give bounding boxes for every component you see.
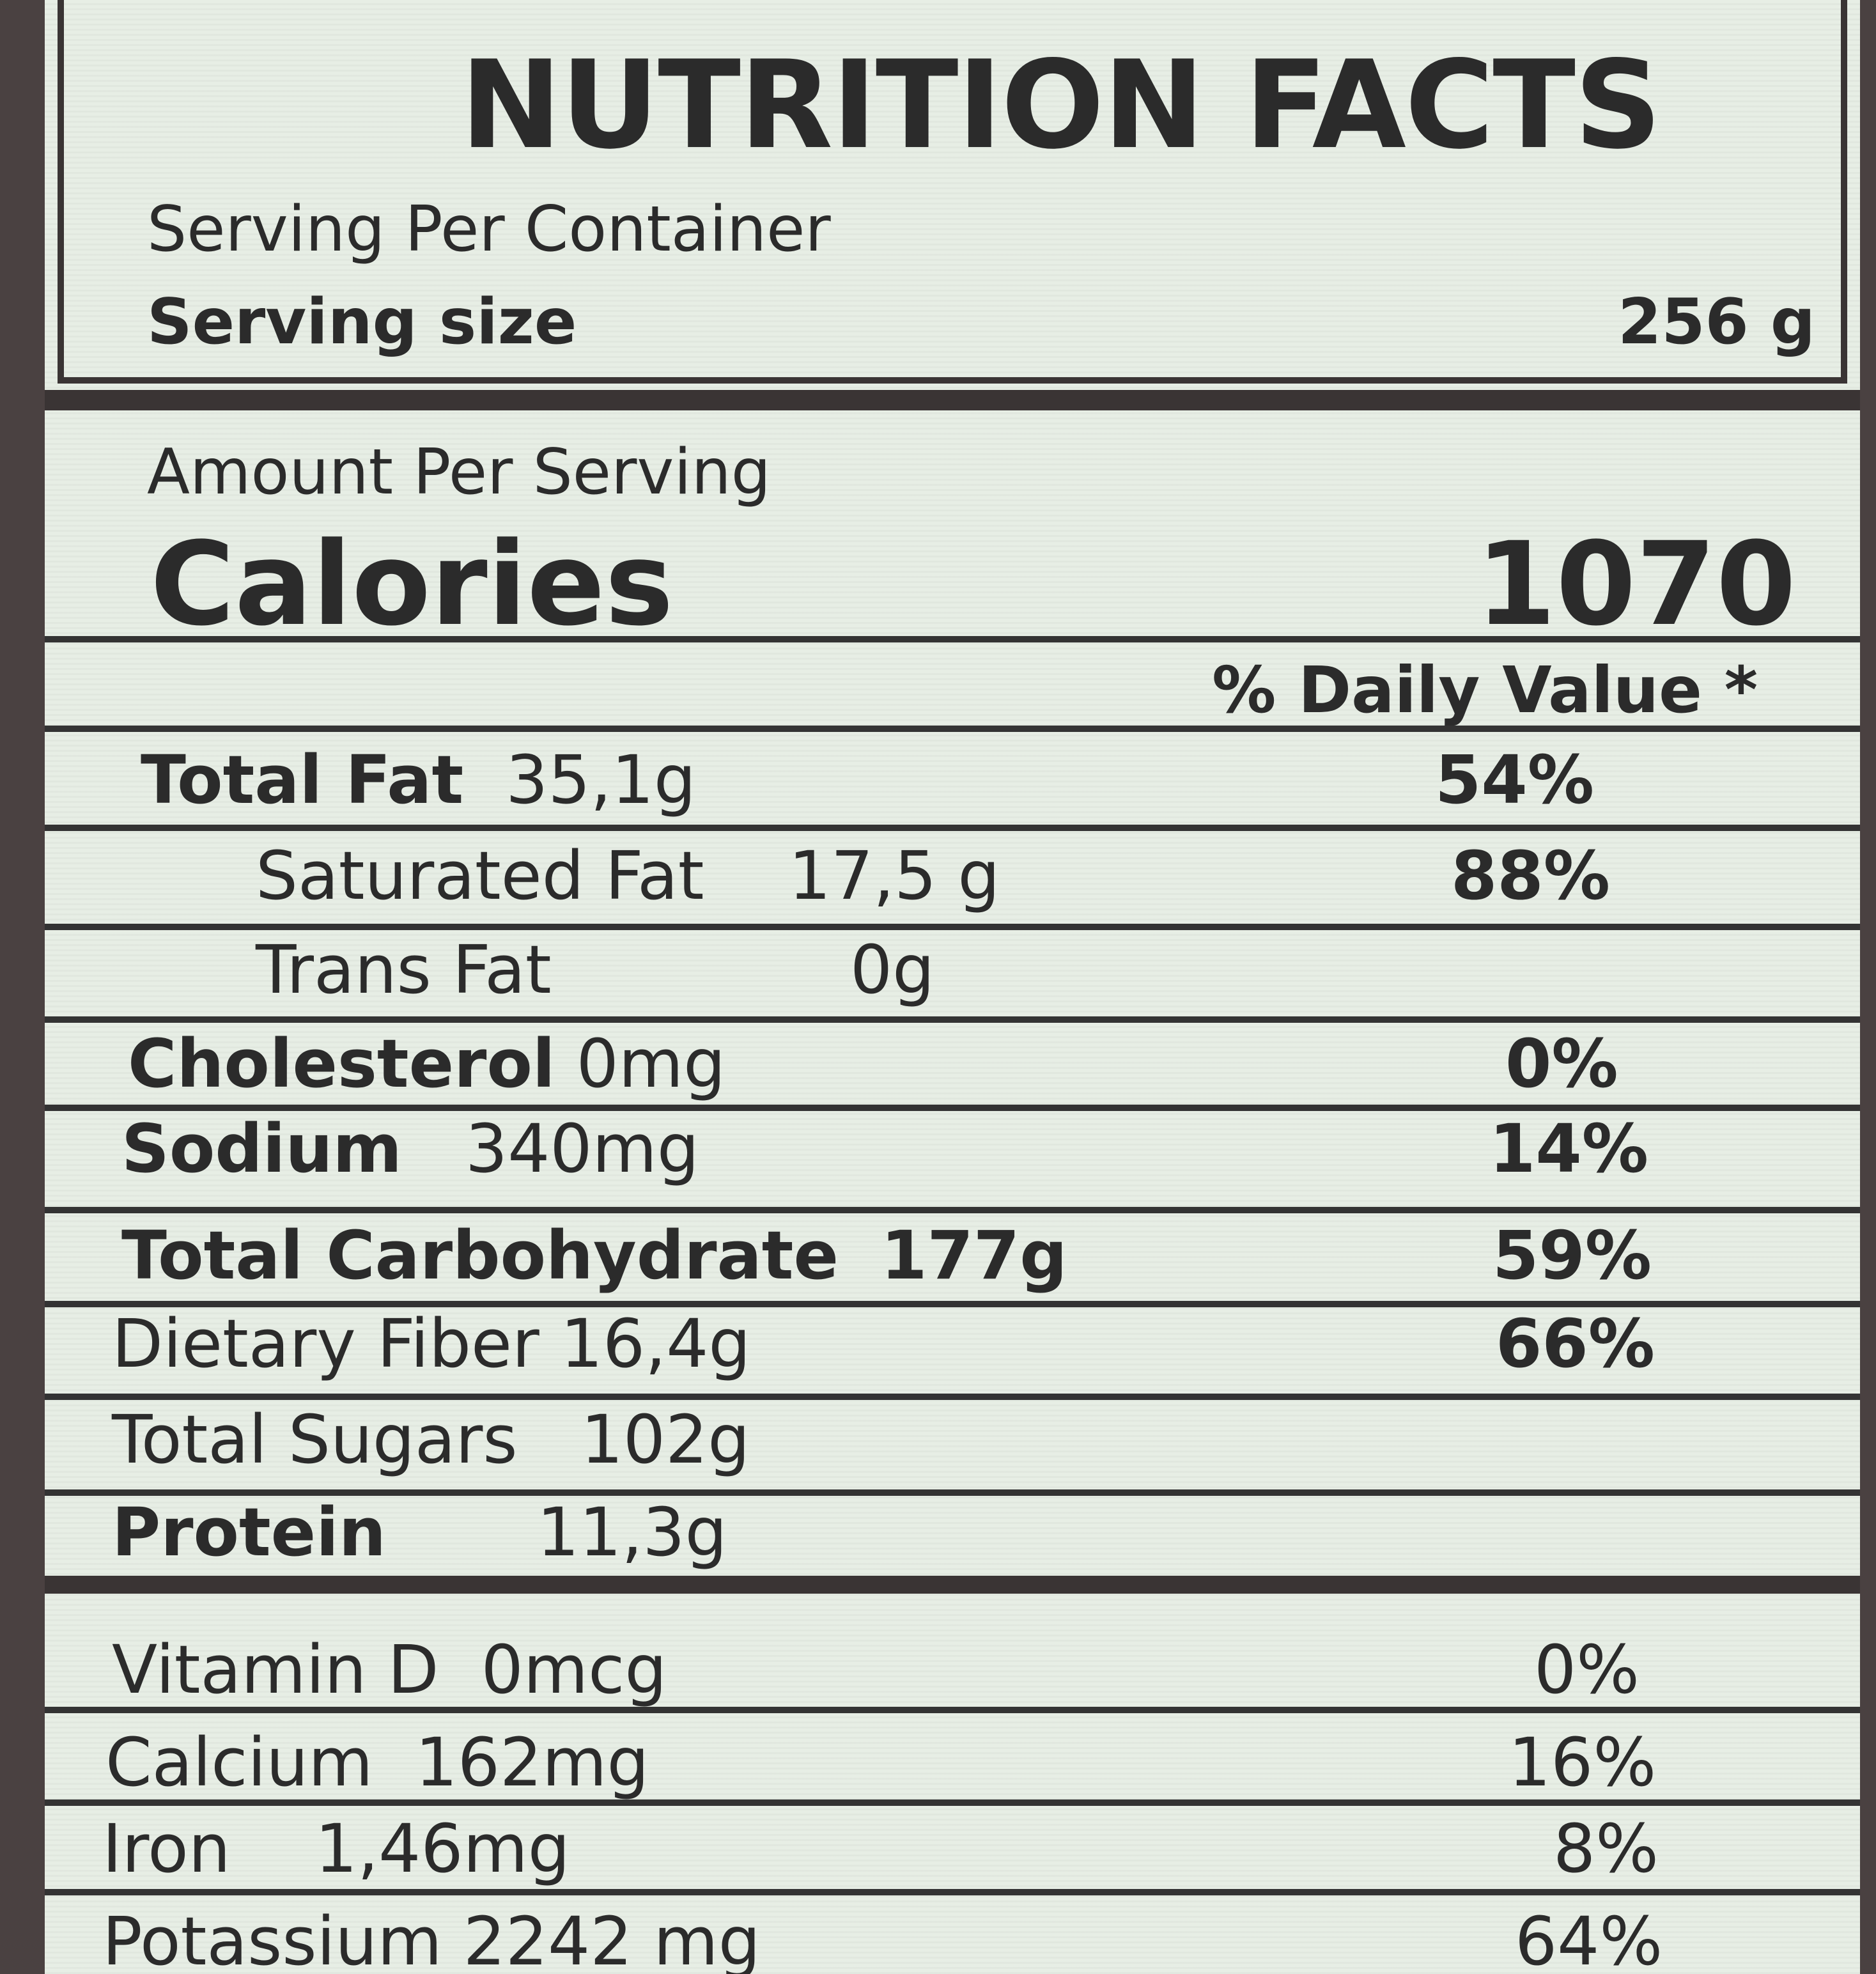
nutrient-name: Trans Fat: [256, 931, 552, 1009]
nutrient-name: Total Carbohydrate: [121, 1216, 839, 1294]
vitamin-row: Calcium 162mg: [105, 1729, 649, 1796]
nutrient-dv: 0%: [1505, 1025, 1618, 1103]
servings-per-container: Serving Per Container: [147, 193, 831, 266]
vitamin-amount: 162mg: [415, 1723, 649, 1801]
divider-line: [45, 1394, 1860, 1400]
nutrient-name: Sodium: [121, 1110, 402, 1188]
divider-line: [45, 1489, 1860, 1496]
vitamin-amount: 1,46mg: [314, 1810, 570, 1888]
nutrient-row: Saturated Fat 17,5 g: [256, 843, 1000, 909]
vitamin-name: Calcium: [105, 1723, 373, 1801]
divider-line: [45, 1301, 1860, 1307]
thick-divider: [45, 1576, 1860, 1594]
vitamin-name: Iron: [102, 1810, 231, 1888]
nutrient-row: Total Sugars 102g: [112, 1406, 750, 1473]
vitamin-amount: 0mcg: [481, 1631, 667, 1709]
divider-line: [45, 636, 1860, 642]
vitamin-row: Potassium 2242 mg: [102, 1908, 761, 1974]
nutrient-name: Total Fat: [141, 741, 464, 819]
nutrient-name: Cholesterol: [128, 1025, 555, 1103]
nutrient-amount: 0g: [850, 931, 935, 1009]
nutrient-name: Saturated Fat: [256, 837, 704, 915]
nutrient-row: Trans Fat: [256, 936, 552, 1003]
nutrient-name: Total Sugars: [112, 1401, 518, 1479]
divider-line: [45, 726, 1860, 732]
thick-divider: [45, 390, 1860, 410]
nutrient-row: Cholesterol 0mg: [128, 1030, 725, 1097]
vitamin-dv: 8%: [1553, 1810, 1659, 1888]
divider-line: [45, 924, 1860, 930]
vitamin-row: Iron 1,46mg: [102, 1815, 570, 1882]
label-title: NUTRITION FACTS: [460, 35, 1662, 176]
nutrient-dv: 14%: [1489, 1110, 1648, 1188]
nutrient-row: Sodium 340mg: [121, 1115, 699, 1182]
divider-line: [45, 1207, 1860, 1213]
nutrient-dv: 88%: [1451, 837, 1610, 915]
nutrient-amount: 16,4g: [560, 1305, 751, 1383]
nutrient-amount: 0mg: [576, 1025, 726, 1103]
nutrient-amount: 102g: [580, 1401, 750, 1479]
nutrient-row: Dietary Fiber 16,4g: [112, 1310, 750, 1377]
amount-per-serving: Amount Per Serving: [147, 436, 771, 509]
nutrient-dv: 54%: [1435, 741, 1594, 819]
vitamin-row: Vitamin D 0mcg: [112, 1636, 667, 1703]
nutrient-dv: 59%: [1492, 1216, 1652, 1294]
divider-line: [45, 1016, 1860, 1023]
calories-label: Calories: [150, 518, 674, 651]
vitamin-dv: 16%: [1508, 1723, 1657, 1801]
divider-line: [45, 825, 1860, 831]
serving-size-value: 256 g: [1618, 286, 1815, 359]
vitamin-amount: 2242 mg: [463, 1902, 761, 1974]
nutrient-amount: 11,3g: [537, 1493, 727, 1571]
vitamin-dv: 0%: [1534, 1631, 1640, 1709]
serving-info-box: [58, 0, 1847, 384]
nutrient-name: Dietary Fiber: [112, 1305, 539, 1383]
nutrient-amount: 35,1g: [506, 741, 696, 819]
nutrient-row: Total Carbohydrate 177g: [121, 1222, 1067, 1289]
nutrient-name: Protein: [112, 1493, 386, 1571]
nutrient-amount: 17,5 g: [788, 837, 1000, 915]
divider-line: [45, 1889, 1860, 1895]
nutrient-row: Protein: [112, 1499, 386, 1566]
vitamin-name: Potassium: [102, 1902, 442, 1974]
nutrient-amount: 177g: [881, 1216, 1067, 1294]
vitamin-name: Vitamin D: [112, 1631, 439, 1709]
divider-line: [45, 1707, 1860, 1713]
divider-line: [45, 1799, 1860, 1806]
daily-value-header: % Daily Value *: [1212, 653, 1758, 727]
nutrient-amount: 340mg: [465, 1110, 699, 1188]
nutrition-label: NUTRITION FACTS Serving Per Container Se…: [45, 0, 1860, 1974]
calories-value: 1070: [1476, 518, 1796, 651]
nutrient-row: Total Fat 35,1g: [141, 747, 696, 813]
nutrient-dv: 66%: [1496, 1305, 1655, 1383]
serving-size-label: Serving size: [147, 286, 577, 359]
vitamin-dv: 64%: [1515, 1902, 1663, 1974]
divider-line: [45, 1105, 1860, 1111]
